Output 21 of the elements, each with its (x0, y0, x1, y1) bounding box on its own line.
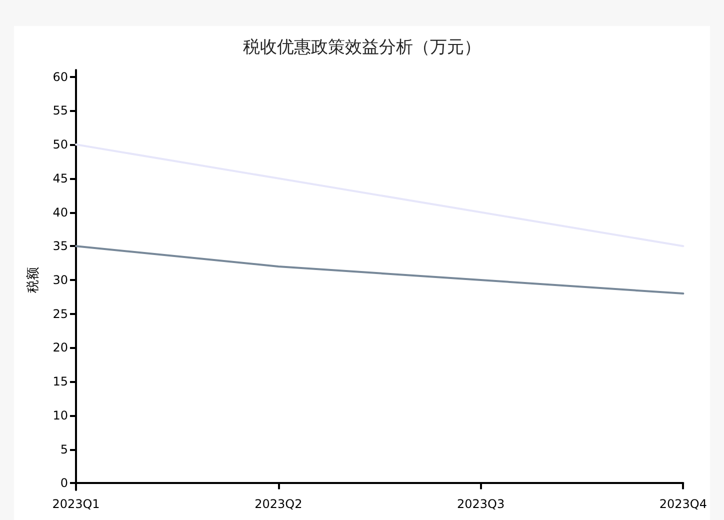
x-tick-label: 2023Q3 (456, 497, 505, 511)
y-axis-title: 税额 (26, 267, 41, 293)
y-tick-label: 30 (52, 273, 68, 287)
y-tick-label: 10 (52, 408, 68, 422)
y-tick-label: 0 (60, 476, 68, 490)
x-tick-label: 2023Q4 (659, 497, 708, 511)
y-tick-label: 25 (52, 306, 68, 321)
y-tick-label: 20 (52, 340, 68, 355)
y-tick-label: 55 (52, 104, 68, 118)
y-tick-label: 45 (52, 171, 68, 186)
chart-title: 税收优惠政策效益分析（万元） (243, 38, 481, 58)
y-tick-label: 60 (52, 70, 68, 84)
y-tick-label: 15 (52, 374, 68, 389)
y-tick-label: 50 (52, 138, 68, 152)
line-series (75, 245, 684, 295)
x-tick-label: 2023Q2 (254, 497, 302, 511)
y-tick-label: 35 (52, 239, 68, 254)
line-series (75, 144, 684, 248)
x-tick-label: 2023Q1 (52, 497, 100, 511)
y-tick-label: 5 (60, 442, 68, 456)
y-tick-label: 40 (52, 205, 68, 220)
